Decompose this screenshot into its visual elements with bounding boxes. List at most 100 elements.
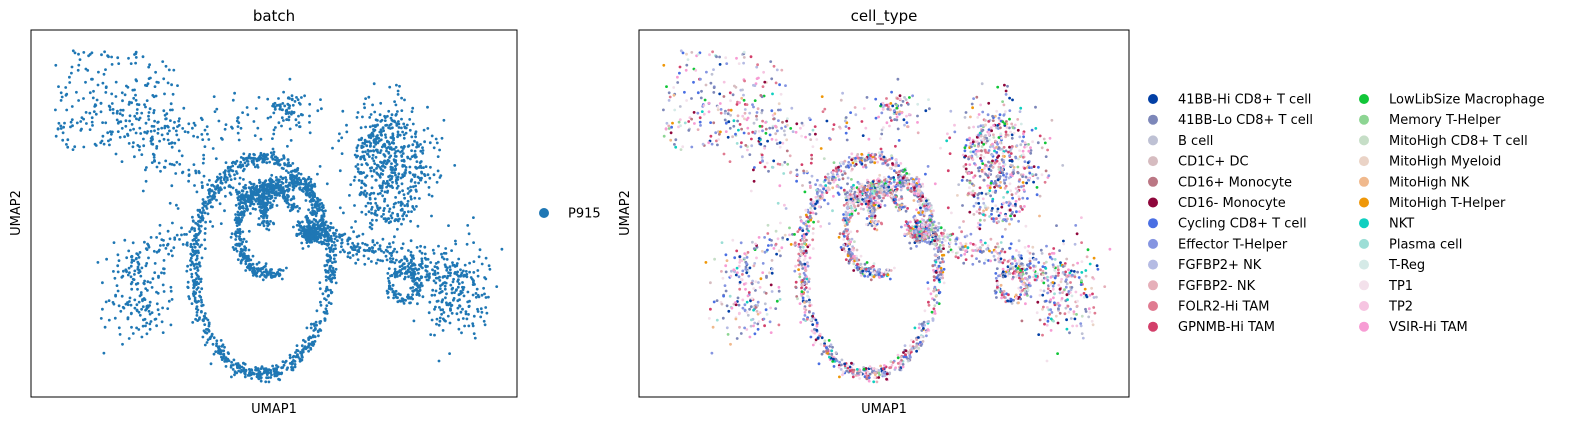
data-point: [134, 61, 138, 65]
data-point: [372, 169, 376, 173]
data-point: [169, 285, 173, 289]
data-point: [194, 221, 198, 225]
data-point: [905, 176, 909, 180]
data-point: [434, 289, 438, 293]
data-point: [418, 288, 422, 292]
data-point: [121, 342, 124, 346]
data-point: [318, 165, 322, 168]
data-point: [329, 246, 333, 250]
data-point: [255, 375, 259, 379]
data-point: [382, 212, 385, 216]
data-point: [293, 184, 297, 188]
data-point: [247, 368, 251, 371]
data-point: [364, 194, 368, 197]
data-point: [141, 305, 145, 309]
data-point: [178, 238, 181, 241]
data-point: [133, 114, 137, 118]
data-point: [837, 178, 841, 182]
data-point: [868, 372, 872, 376]
data-point: [294, 355, 298, 359]
data-point: [231, 164, 235, 168]
data-point: [832, 357, 835, 361]
data-point: [500, 247, 504, 251]
data-point: [340, 136, 344, 140]
data-point: [315, 196, 319, 200]
data-point: [406, 199, 410, 203]
data-point: [244, 246, 248, 250]
data-point: [116, 264, 120, 268]
data-point: [177, 138, 181, 142]
data-point: [205, 125, 209, 128]
data-point: [372, 191, 376, 195]
data-point: [813, 328, 816, 331]
data-point: [186, 280, 190, 284]
data-point: [360, 163, 364, 167]
data-point: [398, 260, 402, 263]
data-point: [290, 368, 294, 372]
data-point: [409, 253, 413, 257]
data-point: [447, 224, 450, 228]
data-point: [367, 150, 371, 153]
data-point: [257, 261, 261, 264]
data-point: [427, 311, 431, 315]
data-point: [443, 263, 447, 267]
data-point: [109, 138, 112, 141]
data-point: [905, 172, 909, 175]
data-point: [841, 370, 845, 374]
data-point: [371, 153, 375, 157]
data-point: [121, 99, 124, 103]
data-point: [224, 357, 227, 361]
data-point: [145, 332, 149, 336]
data-point: [384, 254, 388, 258]
data-point: [889, 269, 893, 272]
data-point: [177, 149, 181, 153]
data-point: [396, 110, 399, 113]
data-point: [844, 210, 848, 214]
data-point: [251, 207, 255, 211]
data-point: [840, 363, 843, 367]
data-point: [400, 264, 404, 267]
data-point: [194, 317, 198, 321]
data-point: [380, 249, 383, 253]
data-point: [306, 230, 310, 234]
data-point: [927, 303, 931, 307]
data-point: [189, 268, 193, 271]
data-point: [405, 214, 408, 218]
data-point: [286, 366, 289, 370]
data-point: [330, 280, 334, 284]
data-point: [941, 260, 945, 264]
data-point: [229, 365, 233, 369]
data-point: [919, 192, 923, 195]
data-point: [215, 342, 219, 345]
data-point: [838, 375, 841, 379]
data-point: [70, 65, 74, 69]
data-point: [176, 207, 180, 210]
data-point: [798, 272, 802, 276]
data-point: [99, 110, 103, 114]
data-point: [396, 214, 400, 218]
data-point: [269, 272, 273, 276]
data-point: [236, 125, 240, 128]
data-point: [246, 156, 249, 160]
data-point: [199, 277, 203, 281]
data-point: [135, 108, 139, 111]
data-point: [402, 212, 406, 216]
data-point: [152, 249, 156, 253]
data-point: [153, 85, 157, 88]
data-point: [173, 141, 177, 145]
data-point: [124, 119, 128, 123]
data-point: [194, 292, 197, 295]
data-point: [246, 199, 249, 203]
data-point: [325, 285, 329, 289]
data-point: [270, 373, 273, 377]
data-point: [231, 98, 235, 102]
data-point: [266, 368, 270, 372]
data-point: [75, 90, 78, 94]
data-point: [324, 275, 328, 279]
data-point: [403, 174, 406, 178]
data-point: [224, 161, 228, 165]
data-point: [300, 241, 304, 245]
data-point: [265, 271, 268, 274]
data-point: [482, 286, 485, 290]
data-point: [269, 179, 273, 183]
